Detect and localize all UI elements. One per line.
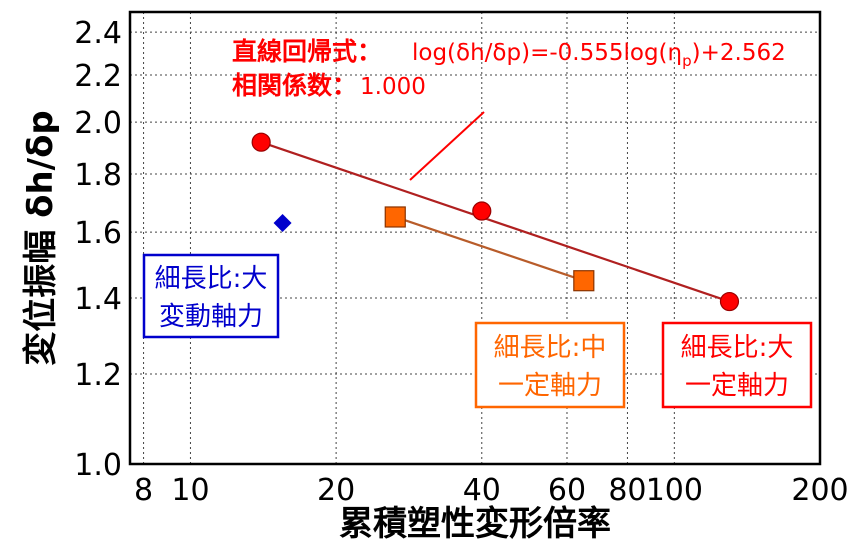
data-point-circle: [719, 291, 740, 312]
legend-box-constant-axial-large: 細長比:大 一定軸力: [661, 321, 813, 409]
regression-label: 直線回帰式：: [232, 37, 382, 66]
correlation-value: 1.000: [360, 74, 426, 100]
y-tick-label: 1.6: [74, 216, 122, 251]
y-tick-label: 1.0: [74, 448, 122, 483]
y-axis-title: 変位振幅 δh/δp: [21, 110, 61, 366]
regression-formula-b: )+2.562: [692, 40, 786, 66]
data-point-square: [573, 270, 595, 292]
fit-lines: [260, 141, 730, 303]
y-tick-label: 2.0: [74, 106, 122, 141]
regression-formula-a: log(δh/δp)=-0.555log(η: [412, 40, 682, 66]
x-tick-labels: 8 10 20 40 60 80 100 200: [134, 473, 849, 508]
regression-line: [394, 215, 585, 282]
data-point-circle: [472, 201, 492, 221]
plot-frame: [128, 10, 822, 466]
annotation-leader-line: [409, 111, 485, 181]
correlation-label: 相関係数：: [232, 71, 357, 100]
x-tick-label: 60: [548, 473, 586, 508]
regression-line: [260, 141, 730, 303]
y-tick-label: 2.2: [74, 59, 122, 94]
legend-box-variable-line2: 変動軸力: [159, 302, 263, 332]
legend-box-medium-line2: 一定軸力: [498, 371, 602, 401]
x-tick-label: 100: [646, 473, 703, 508]
data-points: [251, 132, 740, 312]
x-tick-label: 40: [463, 473, 501, 508]
x-tick-label: 20: [317, 473, 355, 508]
legend-box-constant-axial-medium: 細長比:中 一定軸力: [474, 321, 626, 409]
legend-box-large-line1: 細長比:大: [681, 333, 794, 363]
data-point-circle: [251, 132, 271, 152]
y-tick-label: 1.8: [74, 158, 122, 193]
legend-box-variable-line1: 細長比:大: [155, 264, 268, 294]
y-tick-label: 2.4: [74, 16, 122, 51]
x-tick-label: 200: [791, 473, 848, 508]
data-point-diamond: [273, 213, 292, 232]
regression-formula-sub: p: [682, 52, 692, 70]
data-point-square: [384, 206, 406, 228]
legend-box-medium-line1: 細長比:中: [494, 333, 607, 363]
x-axis-title: 累積塑性変形倍率: [339, 504, 611, 544]
y-tick-labels: 1.0 1.2 1.4 1.6 1.8 2.0 2.2 2.4: [74, 16, 122, 483]
x-tick-label: 80: [608, 473, 646, 508]
legend-box-large-line2: 一定軸力: [685, 371, 789, 401]
x-tick-label: 8: [134, 473, 153, 508]
x-tick-label: 10: [171, 473, 209, 508]
y-tick-label: 1.4: [74, 282, 122, 317]
y-tick-label: 1.2: [74, 358, 122, 393]
regression-formula: log(δh/δp)=-0.555log(ηp)+2.562: [412, 40, 786, 70]
legend-box-variable-axial-large: 細長比:大 変動軸力: [142, 253, 280, 339]
